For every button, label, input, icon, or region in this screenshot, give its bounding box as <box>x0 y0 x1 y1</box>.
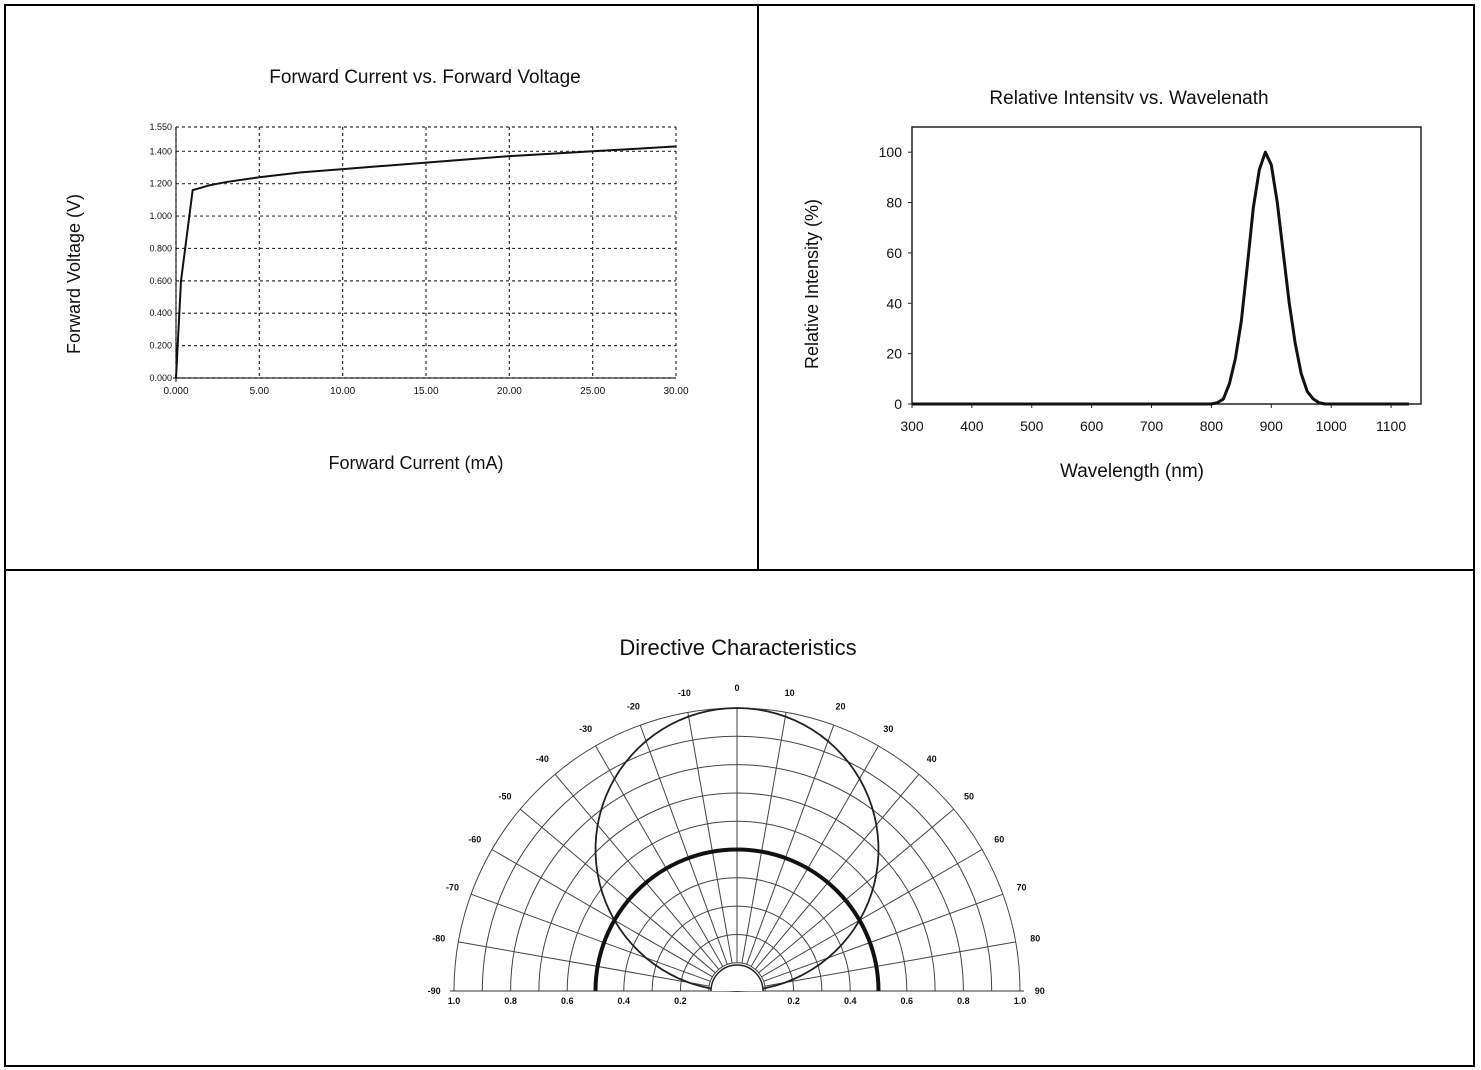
polar-spoke <box>687 712 733 964</box>
x-tick-label: 10.00 <box>330 386 355 397</box>
polar-spoke <box>754 773 920 970</box>
y-tick-label: 60 <box>886 245 902 261</box>
radial-label: 0.8 <box>504 996 517 1006</box>
y-tick-label: 0.400 <box>149 308 172 318</box>
angle-label: 30 <box>883 724 893 734</box>
x-tick-label: 5.00 <box>250 386 270 397</box>
x-tick-label: 1000 <box>1316 418 1347 434</box>
half-intensity-arc <box>593 847 881 992</box>
chart-title: Relative Intensitv vs. Wavelenath <box>989 88 1268 109</box>
x-tick-label: 900 <box>1260 418 1284 434</box>
polar-spoke <box>750 745 879 967</box>
polar-spoke <box>761 849 983 978</box>
x-tick-label: 800 <box>1200 418 1224 434</box>
x-tick-label: 700 <box>1140 418 1164 434</box>
radial-label: 0.2 <box>787 996 800 1006</box>
cell-divider-vertical <box>757 4 759 571</box>
y-tick-label: 0.800 <box>149 243 172 253</box>
angle-label: -70 <box>446 882 459 892</box>
angle-label: -30 <box>579 724 592 734</box>
angle-label: 70 <box>1017 882 1027 892</box>
chart-title: Directive Characteristics <box>619 635 856 660</box>
polar-hub <box>710 964 764 992</box>
angle-label: 60 <box>994 835 1004 845</box>
angle-label: -60 <box>468 835 481 845</box>
table-border <box>4 4 1475 1067</box>
radial-label: 0.6 <box>561 996 574 1006</box>
polar-spoke <box>519 808 716 974</box>
angle-label: -90 <box>428 986 441 996</box>
y-tick-label: 1.400 <box>149 146 172 156</box>
x-tick-label: 300 <box>900 418 924 434</box>
relative-intensity-chart: Relative Intensitv vs. Wavelenath Relati… <box>802 88 1422 482</box>
angle-label: 40 <box>927 754 937 764</box>
cell-divider-horizontal <box>4 569 1475 571</box>
x-tick-label: 500 <box>1020 418 1044 434</box>
plot-frame <box>911 126 1422 405</box>
angle-label: -80 <box>432 933 445 943</box>
angle-label: 90 <box>1035 986 1045 996</box>
series-line <box>175 145 677 379</box>
radial-label: 1.0 <box>1014 996 1027 1006</box>
radial-label: 1.0 <box>448 996 461 1006</box>
polar-spoke <box>758 808 955 974</box>
y-tick-label: 0.000 <box>149 373 172 383</box>
y-tick-label: 1.000 <box>149 211 172 221</box>
angle-label: -50 <box>499 791 512 801</box>
polar-spoke <box>746 724 835 965</box>
y-tick-label: 1.550 <box>149 122 172 132</box>
angle-label: 10 <box>785 688 795 698</box>
polar-spoke <box>741 712 787 964</box>
angle-label: 0 <box>734 683 739 693</box>
angle-label: -10 <box>678 688 691 698</box>
angle-label: 20 <box>836 701 846 711</box>
y-tick-label: 20 <box>886 346 902 362</box>
polar-spoke <box>554 773 720 970</box>
x-tick-label: 0.000 <box>163 386 188 397</box>
x-tick-label: 15.00 <box>413 386 438 397</box>
radial-label: 0.6 <box>901 996 914 1006</box>
angle-label: 80 <box>1030 933 1040 943</box>
polar-spoke <box>470 893 711 982</box>
series-line <box>912 150 1410 406</box>
radial-label: 0.2 <box>674 996 687 1006</box>
y-tick-label: 0 <box>894 396 902 412</box>
x-axis-label: Forward Current (mA) <box>328 453 503 473</box>
x-tick-label: 400 <box>960 418 984 434</box>
forward-voltage-chart: Forward Current vs. Forward Voltage Forw… <box>64 67 689 473</box>
polar-ring <box>708 962 766 992</box>
angle-label: -20 <box>627 701 640 711</box>
x-tick-label: 20.00 <box>497 386 522 397</box>
x-axis-label: Wavelength (nm) <box>1060 461 1204 482</box>
polar-spoke <box>763 893 1004 982</box>
radial-label: 0.8 <box>957 996 970 1006</box>
x-tick-label: 600 <box>1080 418 1104 434</box>
x-tick-label: 1100 <box>1376 418 1406 434</box>
y-axis-label: Forward Voltage (V) <box>64 194 84 354</box>
x-tick-label: 30.00 <box>663 386 688 397</box>
y-axis-label: Relative Intensity (%) <box>802 199 822 369</box>
polar-spoke <box>595 745 724 967</box>
angle-label: 50 <box>964 791 974 801</box>
angle-label: -40 <box>536 754 549 764</box>
polar-spoke <box>764 941 1016 987</box>
y-tick-label: 40 <box>886 295 902 311</box>
chart-title: Forward Current vs. Forward Voltage <box>269 67 581 88</box>
x-tick-label: 25.00 <box>580 386 605 397</box>
radial-label: 0.4 <box>844 996 857 1006</box>
y-tick-label: 0.200 <box>149 341 172 351</box>
y-tick-label: 1.200 <box>149 179 172 189</box>
y-tick-label: 80 <box>886 195 902 211</box>
polar-spoke <box>639 724 728 965</box>
y-tick-label: 0.600 <box>149 276 172 286</box>
y-tick-label: 100 <box>879 144 903 160</box>
radial-label: 0.4 <box>618 996 631 1006</box>
directive-characteristics-chart: Directive Characteristics -90 -80 -70 -60 -5… <box>428 635 1045 1006</box>
polar-spoke <box>491 849 713 978</box>
polar-spoke <box>458 941 710 987</box>
